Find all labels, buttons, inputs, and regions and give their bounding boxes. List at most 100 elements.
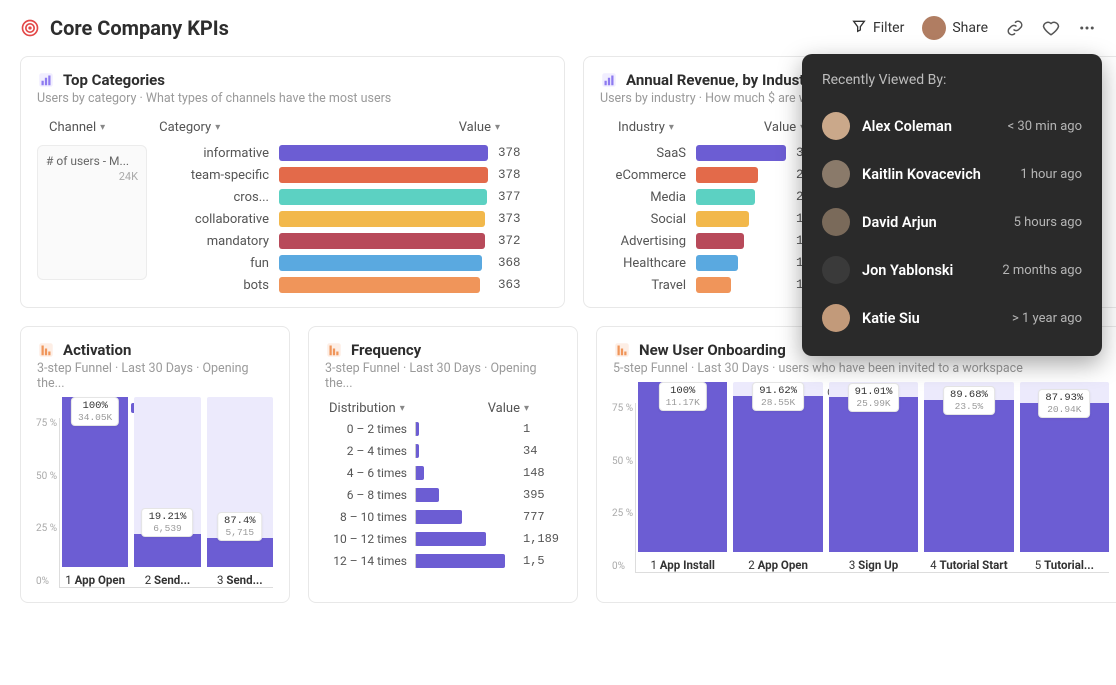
viewer-name: Kaitlin Kovacevich [862, 166, 1008, 183]
funnel-step[interactable]: 87.4%5,7153 Send... [207, 397, 273, 587]
funnel-chart-icon [325, 341, 343, 359]
viewer-list: Alex Coleman< 30 min agoKaitlin Kovacevi… [822, 102, 1082, 342]
col-value[interactable]: Value▾ [764, 120, 805, 135]
bar-label: cros... [159, 190, 269, 205]
frequency-row[interactable]: 6 – 8 times395 [325, 488, 561, 502]
funnel-step[interactable]: 89.68%23.5%4 Tutorial Start [924, 382, 1013, 572]
category-bar-row[interactable]: collaborative373 [159, 211, 548, 227]
viewer-row[interactable]: Jon Yablonski2 months ago [822, 246, 1082, 294]
card-title: Activation [63, 341, 131, 359]
bar-label: Travel [600, 278, 686, 293]
funnel-track: 100%11.17K [638, 382, 727, 552]
funnel-xlabel: 1 App Open [65, 573, 125, 587]
chevron-down-icon: ▾ [495, 122, 500, 133]
frequency-row[interactable]: 2 – 4 times34 [325, 444, 561, 458]
funnel-step[interactable]: 87.93%20.94K5 Tutorial... [1020, 382, 1109, 572]
viewer-row[interactable]: David Arjun5 hours ago [822, 198, 1082, 246]
bar-track [696, 167, 786, 183]
card-subtitle: Users by category · What types of channe… [37, 91, 548, 106]
category-bar-row[interactable]: mandatory372 [159, 233, 548, 249]
funnel-fill [207, 538, 273, 567]
activation-chart: 75 % 50 % 25 % 0% 100%34.05K1 App Open19… [59, 418, 273, 588]
funnel-chart-icon [613, 341, 631, 359]
viewer-row[interactable]: Katie Siu> 1 year ago [822, 294, 1082, 342]
bar-track [279, 211, 488, 227]
frequency-row[interactable]: 8 – 10 times777 [325, 510, 561, 524]
funnel-step[interactable]: 100%34.05K 1 App Open [62, 397, 128, 587]
col-industry[interactable]: Industry▾ [618, 120, 674, 135]
col-category[interactable]: Category▾ [159, 120, 220, 135]
funnel-track: 87.4%5,715 [207, 397, 273, 567]
funnel-step[interactable]: 19.21%6,5392 Send... [134, 397, 200, 587]
freq-label: 12 – 14 times [325, 554, 407, 568]
bar-track [696, 233, 786, 249]
funnel-chart-icon [37, 341, 55, 359]
frequency-rows: 0 – 2 times1 2 – 4 times34 4 – 6 times148 6… [325, 422, 561, 568]
bar-label: Media [600, 190, 686, 205]
funnel-fill [829, 397, 918, 552]
funnel-xlabel: 4 Tutorial Start [930, 558, 1008, 572]
funnel-step[interactable]: 100%11.17K1 App Install [638, 382, 727, 572]
bar-track [696, 145, 786, 161]
filter-button[interactable]: Filter [851, 18, 904, 38]
category-bars: informative378 team-specific 378 cros... 377… [159, 145, 548, 293]
bar-value: 378 [498, 168, 548, 182]
category-bar-row[interactable]: cros... 377 [159, 189, 548, 205]
col-value[interactable]: Value▾ [459, 120, 500, 135]
col-value[interactable]: Value▾ [488, 401, 529, 416]
category-bar-row[interactable]: fun368 [159, 255, 548, 271]
funnel-track: 19.21%6,539 [134, 397, 200, 567]
bar-track [279, 189, 488, 205]
frequency-row[interactable]: 0 – 2 times1 [325, 422, 561, 436]
bar-label: fun [159, 256, 269, 271]
col-distribution[interactable]: Distribution▾ [329, 401, 405, 416]
header-left: Core Company KPIs [20, 16, 229, 40]
header: Core Company KPIs Filter Share [20, 16, 1096, 40]
heart-icon[interactable] [1042, 19, 1060, 37]
funnel-fill [1020, 403, 1109, 552]
viewer-time: 1 hour ago [1020, 167, 1082, 182]
bar-label: mandatory [159, 234, 269, 249]
frequency-row[interactable]: 10 – 12 times1,189 [325, 532, 561, 546]
bar-value: 377 [498, 190, 548, 204]
viewer-time: 2 months ago [1002, 263, 1082, 278]
count-box[interactable]: # of users - M... 24K [37, 145, 147, 280]
avatar-icon [822, 160, 850, 188]
freq-track [415, 488, 515, 502]
freq-track [415, 466, 515, 480]
freq-track [415, 554, 515, 568]
more-icon[interactable] [1078, 19, 1096, 37]
viewer-row[interactable]: Kaitlin Kovacevich 1 hour ago [822, 150, 1082, 198]
card-activation: Activation 3-step Funnel · Last 30 Days … [20, 326, 290, 603]
bar-label: team-specific [159, 168, 269, 183]
y-axis: 75 % 50 % 25 % 0% [36, 418, 57, 587]
funnel-step[interactable]: 91.62%28.55K2 App Open [733, 382, 822, 572]
share-button[interactable]: Share [922, 16, 988, 40]
filter-label: Filter [873, 20, 904, 36]
popover-title: Recently Viewed By: [822, 72, 1082, 88]
card-onboarding: New User Onboarding 5-step Funnel · Last… [596, 326, 1116, 603]
avatar-icon [822, 304, 850, 332]
col-channel[interactable]: Channel▾ [49, 120, 105, 135]
viewer-row[interactable]: Alex Coleman< 30 min ago [822, 102, 1082, 150]
category-bar-row[interactable]: bots363 [159, 277, 548, 293]
avatar-icon [822, 112, 850, 140]
funnel-badge: 100%34.05K [71, 397, 119, 426]
freq-track [415, 510, 515, 524]
bar-track [279, 233, 488, 249]
page-title: Core Company KPIs [50, 16, 229, 40]
bar-label: collaborative [159, 212, 269, 227]
viewer-time: 5 hours ago [1014, 215, 1082, 230]
bar-label: Social [600, 212, 686, 227]
link-icon[interactable] [1006, 19, 1024, 37]
bar-track [279, 167, 488, 183]
frequency-row[interactable]: 12 – 14 times1,5 [325, 554, 561, 568]
chevron-down-icon: ▾ [400, 403, 405, 414]
category-bar-row[interactable]: team-specific 378 [159, 167, 548, 183]
bar-value: 378 [498, 146, 548, 160]
bar-label: bots [159, 278, 269, 293]
funnel-step[interactable]: 91.01%25.99K3 Sign Up [829, 382, 918, 572]
card-subtitle: 5-step Funnel · Last 30 Days · users who… [613, 361, 1109, 376]
category-bar-row[interactable]: informative378 [159, 145, 548, 161]
frequency-row[interactable]: 4 – 6 times148 [325, 466, 561, 480]
